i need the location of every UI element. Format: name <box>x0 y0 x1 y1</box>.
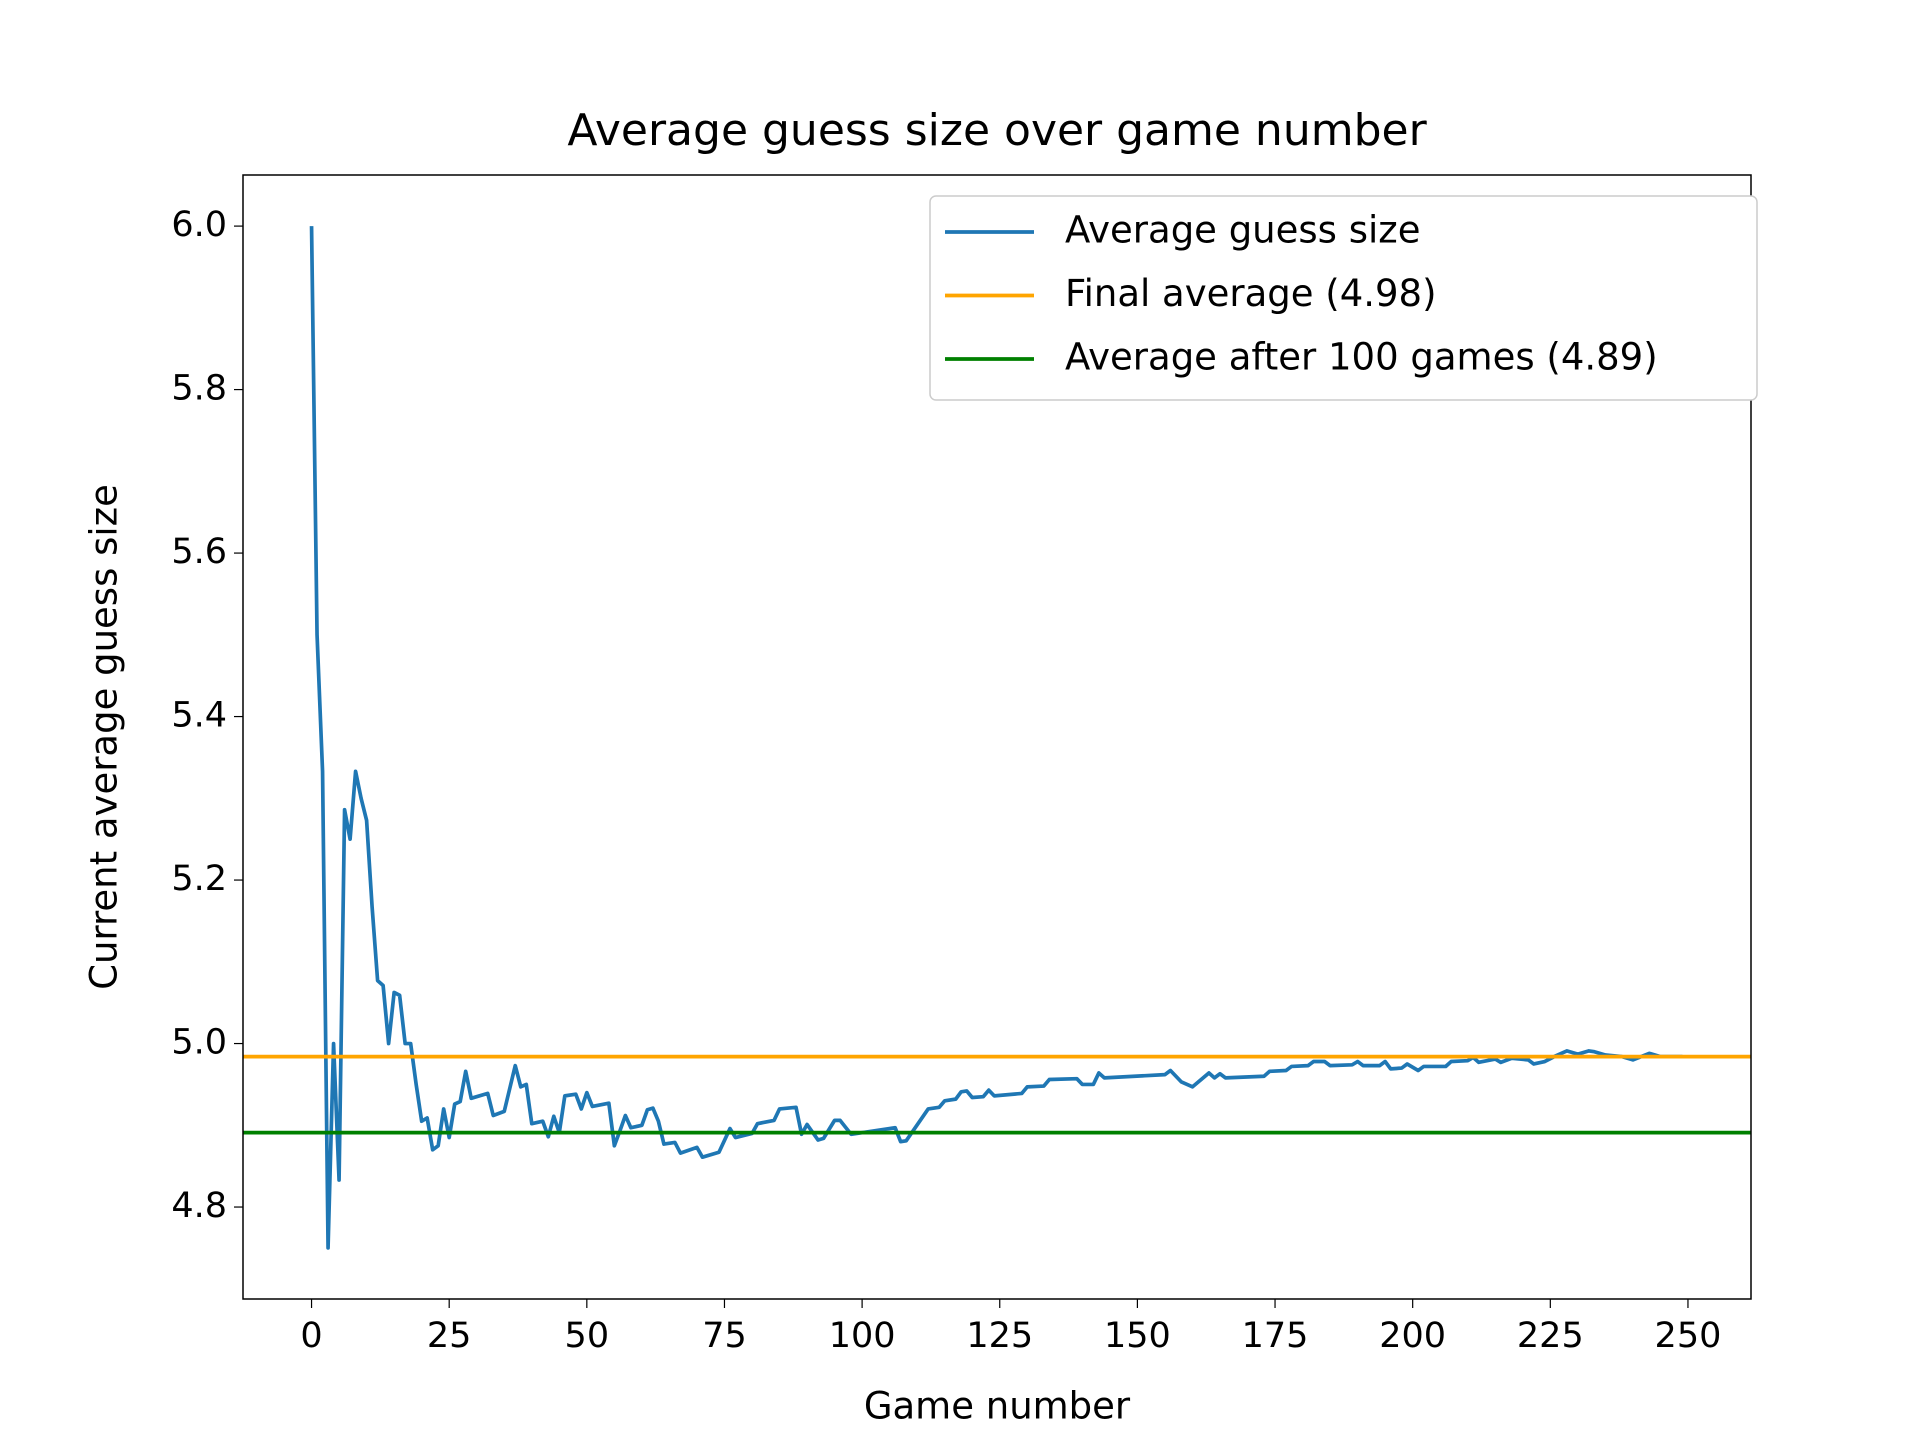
x-tick-label: 225 <box>1517 1316 1584 1356</box>
legend-label: Final average (4.98) <box>1065 272 1437 315</box>
y-tick-label: 6.0 <box>171 205 227 245</box>
x-tick-label: 75 <box>702 1316 747 1356</box>
legend-label: Average guess size <box>1065 209 1420 252</box>
y-tick-label: 4.8 <box>171 1186 227 1226</box>
x-tick-label: 25 <box>427 1316 472 1356</box>
y-tick-label: 5.0 <box>171 1023 227 1063</box>
x-tick-label: 200 <box>1379 1316 1446 1356</box>
x-tick-label: 0 <box>300 1316 322 1356</box>
x-tick-label: 250 <box>1655 1316 1722 1356</box>
y-tick-label: 5.4 <box>171 696 227 736</box>
data-line <box>309 226 1683 1250</box>
legend-label: Average after 100 games (4.89) <box>1065 336 1658 379</box>
y-tick-label: 5.2 <box>171 859 227 899</box>
x-tick-label: 100 <box>829 1316 896 1356</box>
x-tick-label: 150 <box>1104 1316 1171 1356</box>
x-tick-label: 50 <box>565 1316 610 1356</box>
legend-box <box>929 195 1758 401</box>
y-axis-label: Current average guess size <box>83 484 126 990</box>
x-tick-label: 175 <box>1242 1316 1309 1356</box>
y-tick-label: 5.6 <box>171 532 227 572</box>
x-tick-label: 125 <box>966 1316 1033 1356</box>
chart-title: Average guess size over game number <box>567 105 1427 156</box>
plot-frame <box>242 174 1752 1300</box>
x-axis-label: Game number <box>864 1385 1131 1428</box>
y-tick-label: 5.8 <box>171 369 227 409</box>
